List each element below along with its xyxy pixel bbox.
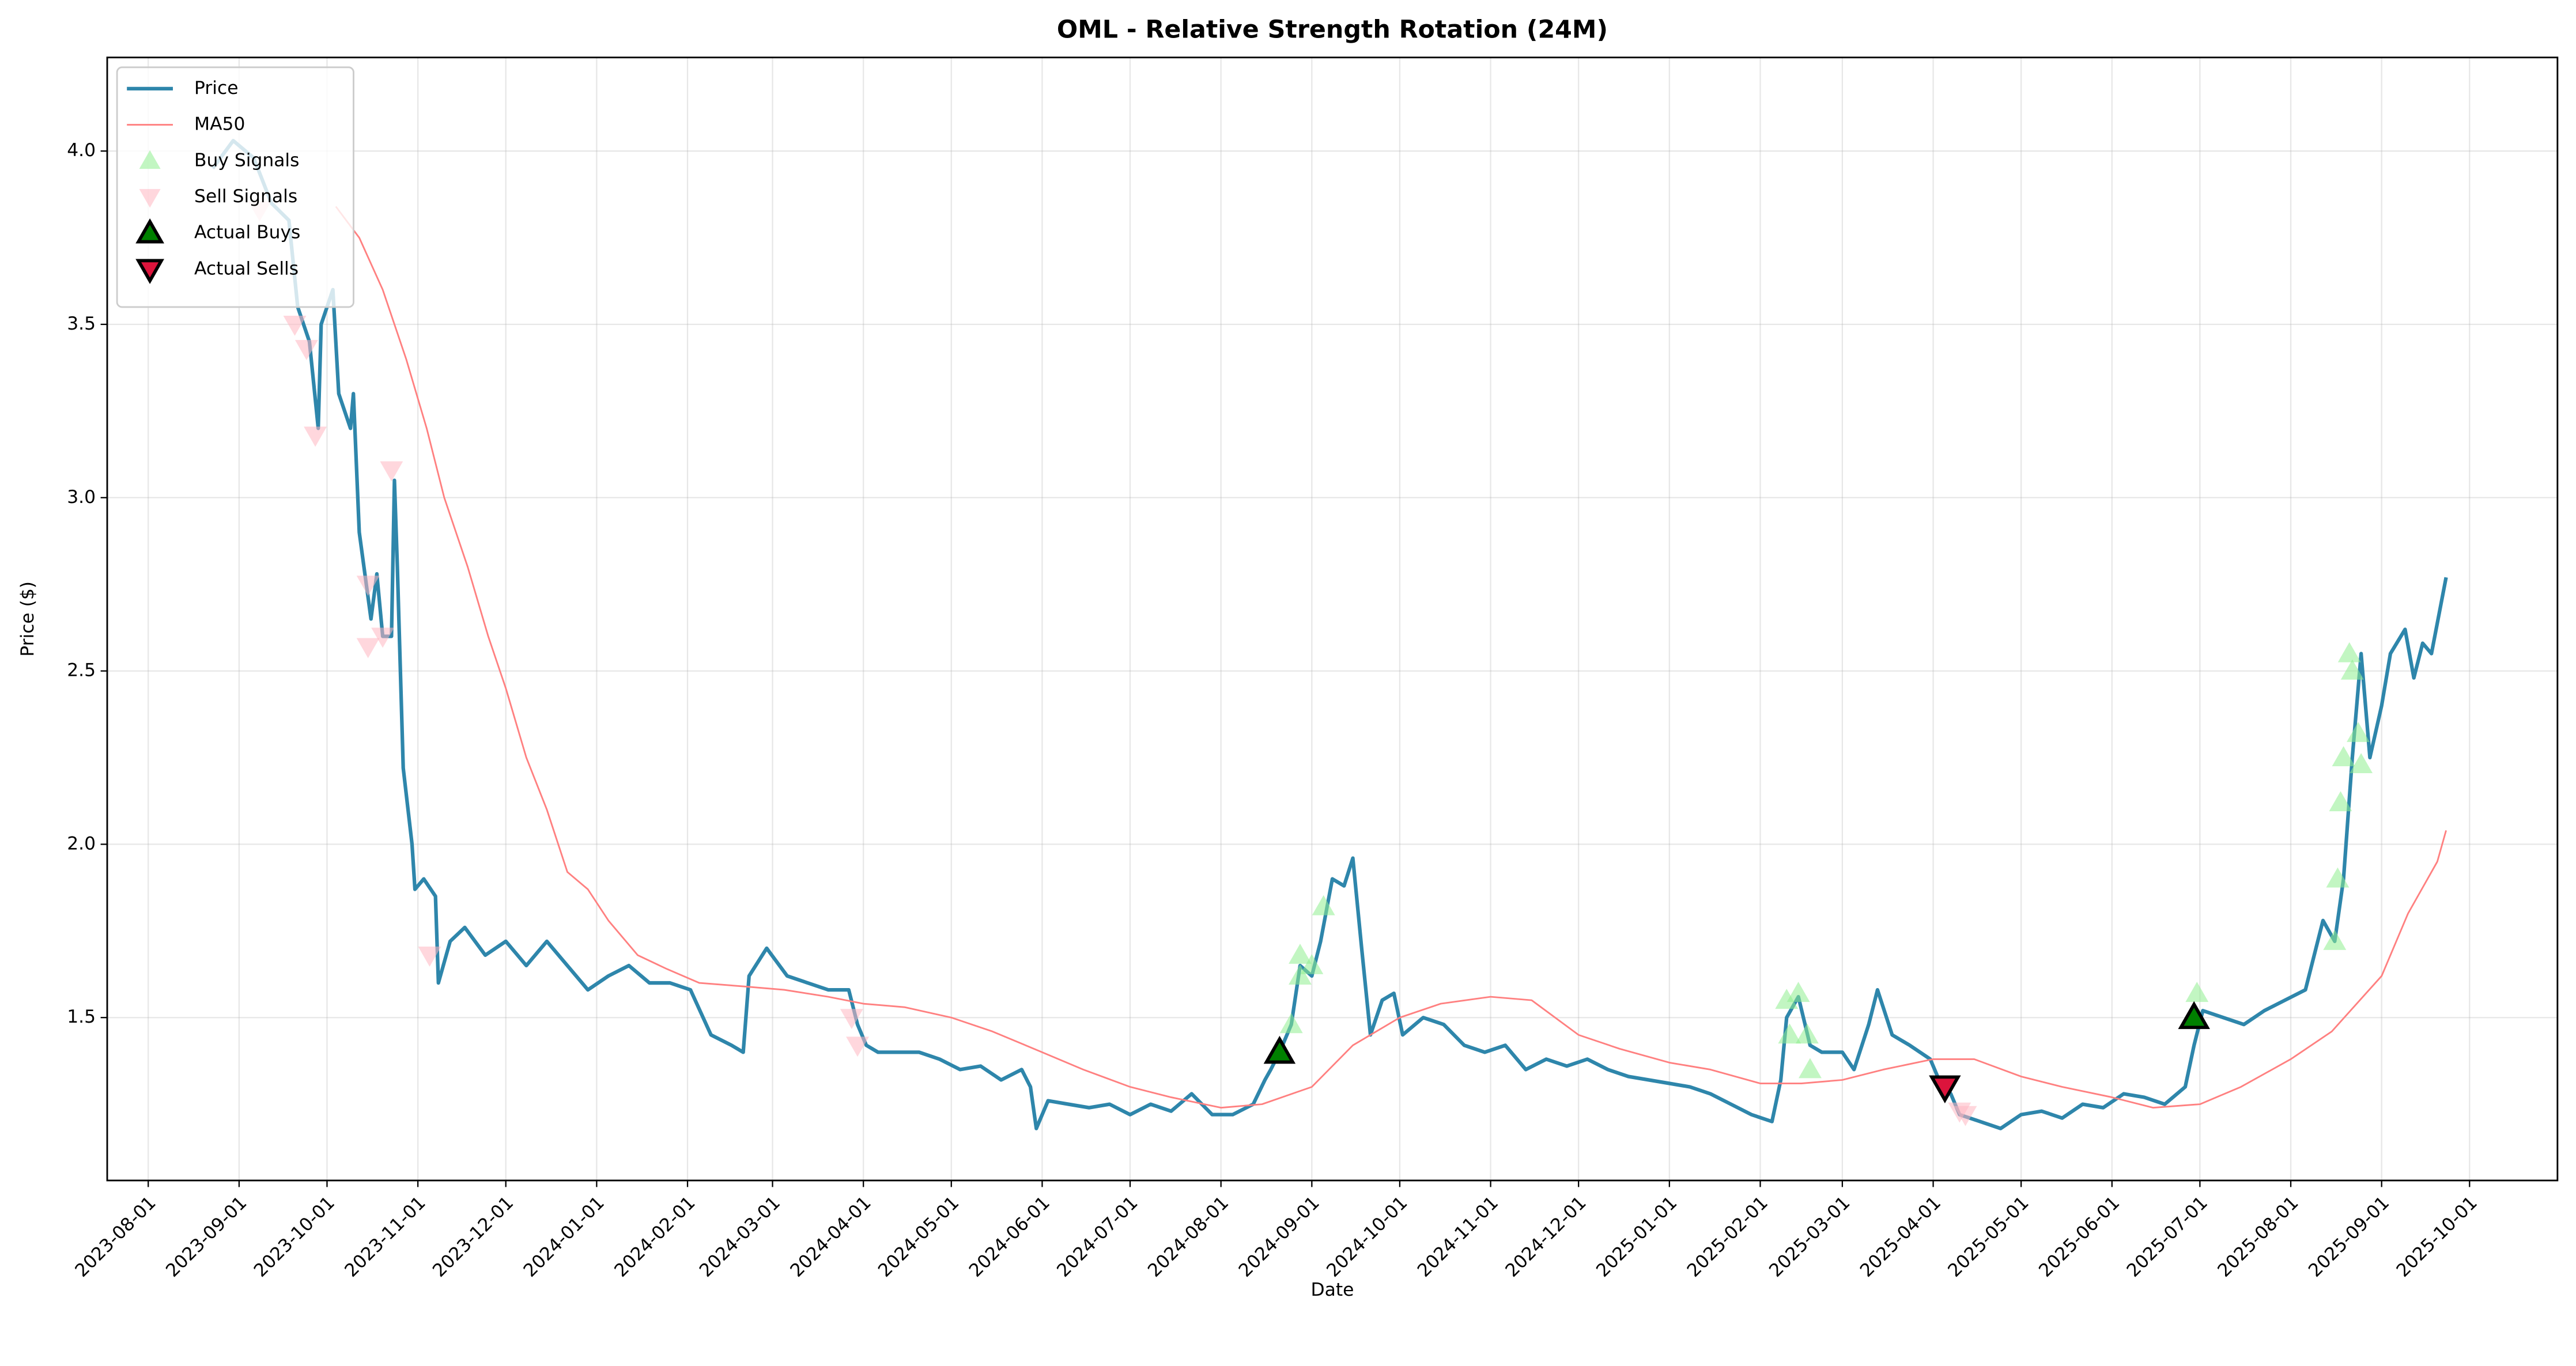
marker xyxy=(2178,1001,2210,1030)
legend-marker xyxy=(135,259,164,285)
marker xyxy=(1929,1075,1961,1104)
legend-label: Actual Sells xyxy=(194,258,299,279)
axes-frame xyxy=(106,56,2559,1182)
marker xyxy=(2340,659,2364,680)
marker xyxy=(1778,1023,1801,1044)
marker xyxy=(846,1036,869,1057)
y-tick-label: 3.0 xyxy=(67,487,96,508)
marker xyxy=(356,638,380,659)
line xyxy=(335,206,2447,1109)
marker xyxy=(2347,721,2370,742)
marker xyxy=(1954,1106,1977,1126)
marker xyxy=(371,627,395,648)
y-axis-label: Price ($) xyxy=(17,581,38,657)
marker xyxy=(304,426,327,447)
marker xyxy=(1289,943,1312,964)
y-tick-label: 2.5 xyxy=(67,660,96,681)
line xyxy=(211,139,2448,1130)
marker xyxy=(2185,982,2209,1002)
marker xyxy=(418,946,441,967)
legend-marker xyxy=(139,150,161,169)
marker xyxy=(1786,982,1810,1002)
marker xyxy=(2323,929,2347,950)
legend-label: Buy Signals xyxy=(194,150,299,171)
y-tick-label: 3.5 xyxy=(67,313,96,334)
y-tick-label: 1.5 xyxy=(67,1006,96,1027)
legend-marker xyxy=(135,218,164,244)
marker xyxy=(380,461,403,482)
marker xyxy=(283,316,307,336)
marker xyxy=(1279,1013,1303,1034)
legend-label: MA50 xyxy=(194,114,245,135)
legend-box xyxy=(116,66,354,308)
marker xyxy=(1799,1058,1822,1079)
marker xyxy=(1263,1035,1296,1064)
marker xyxy=(1300,954,1324,974)
legend-marker xyxy=(139,189,161,208)
marker xyxy=(1775,989,1799,1009)
marker xyxy=(356,576,380,596)
marker xyxy=(1312,895,1335,915)
y-tick-label: 2.0 xyxy=(67,833,96,854)
marker xyxy=(2337,642,2361,663)
x-axis-label: Date xyxy=(1310,1280,1354,1300)
legend-label: Price xyxy=(194,78,238,99)
legend-label: Sell Signals xyxy=(194,186,297,207)
marker xyxy=(1289,964,1312,985)
marker xyxy=(840,1009,863,1030)
marker xyxy=(2329,791,2352,812)
chart-title: OML - Relative Strength Rotation (24M) xyxy=(1057,16,1608,44)
marker xyxy=(2326,867,2350,888)
marker xyxy=(294,340,318,361)
legend: Price MA50 Buy Signals Sell Signals Actual B… xyxy=(116,66,354,308)
marker xyxy=(2350,753,2373,773)
y-tick-label: 4.0 xyxy=(67,140,96,161)
marker xyxy=(2332,746,2355,766)
plot-area xyxy=(211,139,2448,1130)
legend-label: Actual Buys xyxy=(194,222,300,243)
marker xyxy=(1795,1023,1819,1044)
